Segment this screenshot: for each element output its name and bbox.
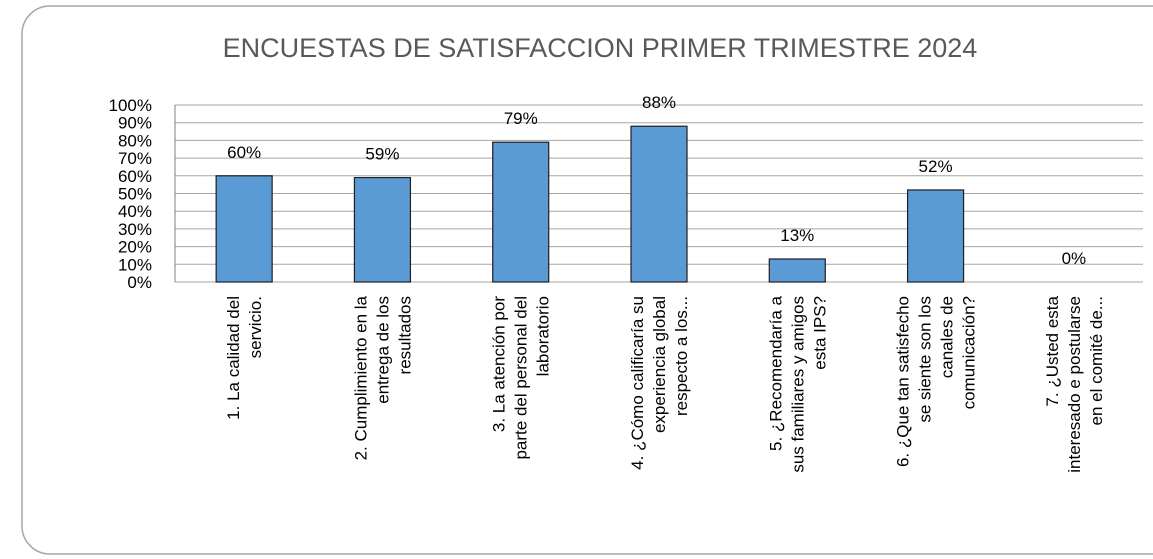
y-tick-label: 10% xyxy=(118,255,152,274)
x-tick-label: 6. ¿Que tan satisfecho se siente son los c… xyxy=(894,296,979,467)
label-line: 1. La calidad del xyxy=(224,296,243,420)
label-line: 5. ¿Recomendaría a xyxy=(766,295,785,451)
label-line: esta IPS? xyxy=(810,296,829,370)
y-tick-label: 70% xyxy=(118,149,152,168)
y-tick-label: 30% xyxy=(118,220,152,239)
label-line: entrega de los xyxy=(373,296,392,404)
label-line: resultados xyxy=(395,296,414,374)
label-line: 7. ¿Usted esta xyxy=(1043,295,1062,406)
bar xyxy=(492,141,550,283)
x-tick-label: 5. ¿Recomendaría a sus familiares y amigo… xyxy=(766,295,829,472)
chart-title: ENCUESTAS DE SATISFACCION PRIMER TRIMEST… xyxy=(223,33,978,63)
label-line: parte del personal del xyxy=(512,296,531,460)
x-tick-label: 7. ¿Usted esta interesado e postularse en … xyxy=(1043,295,1106,472)
label-line: se siente son los xyxy=(916,296,935,423)
data-label: 13% xyxy=(780,226,814,245)
label-line: experiencia global xyxy=(650,296,669,433)
y-tick-label: 50% xyxy=(118,185,152,204)
label-line: en el comité de... xyxy=(1087,296,1106,425)
label-line: 3. La atención por xyxy=(490,296,509,432)
x-tick-label: 2. Cumplimiento en la entrega de los resul… xyxy=(351,295,414,460)
label-line: interesado e postularse xyxy=(1065,296,1084,473)
y-tick-label: 20% xyxy=(118,238,152,257)
data-label: 52% xyxy=(919,157,953,176)
data-label: 0% xyxy=(1062,249,1087,268)
x-tick-label: 4. ¿Cómo calificaría su experiencia globa… xyxy=(628,296,691,470)
label-line: 2. Cumplimiento en la xyxy=(351,295,370,460)
x-tick-label: 1. La calidad del servicio. xyxy=(224,296,265,420)
bar xyxy=(630,125,688,283)
data-label: 59% xyxy=(365,145,399,164)
data-label: 88% xyxy=(642,93,676,112)
label-line: respecto a los... xyxy=(672,296,691,416)
label-line: sus familiares y amigos xyxy=(788,296,807,473)
data-label: 60% xyxy=(227,143,261,162)
bar xyxy=(906,189,965,283)
bar xyxy=(768,258,826,283)
y-tick-label: 40% xyxy=(118,202,152,221)
label-line: laboratorio xyxy=(534,296,553,376)
label-line: canales de xyxy=(938,296,957,378)
label-line: 4. ¿Cómo calificaría su xyxy=(628,296,647,470)
panel xyxy=(21,5,1153,555)
y-tick-label: 100% xyxy=(109,96,152,115)
label-line: 6. ¿Que tan satisfecho xyxy=(894,296,913,467)
bar xyxy=(353,176,412,283)
x-tick-label: 3. La atención por parte del personal del… xyxy=(490,296,553,460)
label-line: servicio. xyxy=(246,296,265,358)
label-line: comunicación? xyxy=(960,296,979,409)
y-tick-label: 60% xyxy=(118,167,152,186)
y-tick-label: 0% xyxy=(127,273,152,292)
y-tick-label: 90% xyxy=(118,114,152,133)
y-tick-label: 80% xyxy=(118,131,152,150)
bar xyxy=(215,175,273,283)
data-label: 79% xyxy=(504,109,538,128)
